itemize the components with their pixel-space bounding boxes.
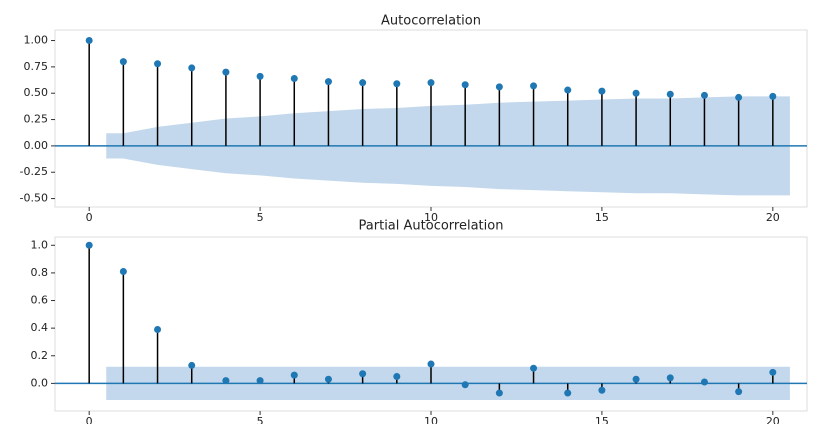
- chart-title: Partial Autocorrelation: [359, 219, 504, 234]
- stem-marker: [632, 89, 640, 97]
- stem-marker: [290, 74, 298, 82]
- stem-marker: [598, 386, 606, 394]
- y-tick-label: 0.00: [24, 139, 49, 152]
- stem-marker: [222, 377, 230, 385]
- stem-marker: [598, 87, 606, 95]
- y-tick-label: 1.00: [24, 34, 49, 47]
- stem-marker: [769, 368, 777, 376]
- stem-marker: [393, 372, 401, 380]
- stem-marker: [530, 364, 538, 372]
- y-tick-label: -0.25: [20, 165, 48, 178]
- stem-marker: [256, 72, 264, 80]
- stem-marker: [632, 375, 640, 383]
- x-tick-label: 20: [766, 415, 780, 424]
- stem-marker: [427, 79, 435, 87]
- stem-marker: [564, 389, 572, 397]
- y-tick-label: 0.8: [31, 266, 49, 279]
- stem-marker: [735, 388, 743, 396]
- stem-marker: [666, 374, 674, 382]
- x-tick-label: 10: [424, 415, 438, 424]
- x-tick-label: 5: [257, 211, 264, 224]
- stem-marker: [461, 81, 469, 89]
- stem-marker: [119, 268, 127, 276]
- x-tick-label: 5: [257, 415, 264, 424]
- stem-marker: [188, 64, 196, 72]
- y-tick-label: 0.4: [31, 321, 49, 334]
- stem-marker: [769, 92, 777, 100]
- stem-marker: [85, 241, 93, 249]
- stem-marker: [154, 60, 162, 68]
- y-tick-label: 0.25: [24, 113, 49, 126]
- y-tick-label: -0.50: [20, 192, 48, 205]
- y-tick-label: 1.0: [31, 238, 49, 251]
- stem-marker: [119, 58, 127, 66]
- x-tick-label: 10: [424, 211, 438, 224]
- stem-marker: [735, 93, 743, 101]
- stem-marker: [700, 91, 708, 99]
- stem-marker: [290, 371, 298, 379]
- stem-marker: [359, 370, 367, 378]
- stem-marker: [461, 381, 469, 389]
- stem-marker: [85, 37, 93, 45]
- stem-marker: [666, 90, 674, 98]
- y-tick-label: 0.50: [24, 86, 49, 99]
- x-tick-label: 20: [766, 211, 780, 224]
- stem-marker: [700, 378, 708, 386]
- y-tick-label: 0.0: [31, 376, 49, 389]
- stem-marker: [530, 82, 538, 90]
- stem-marker: [324, 78, 332, 86]
- y-tick-label: 0.6: [31, 294, 49, 307]
- stem-marker: [154, 326, 162, 334]
- x-tick-label: 15: [595, 415, 609, 424]
- stem-marker: [222, 68, 230, 76]
- x-tick-label: 15: [595, 211, 609, 224]
- x-tick-label: 0: [86, 211, 93, 224]
- stem-marker: [188, 361, 196, 369]
- y-tick-label: 0.75: [24, 60, 49, 73]
- stem-marker: [495, 83, 503, 91]
- x-tick-label: 0: [86, 415, 93, 424]
- stem-marker: [256, 377, 264, 385]
- stem-marker: [324, 375, 332, 383]
- stem-marker: [359, 79, 367, 87]
- chart-title: Autocorrelation: [381, 14, 481, 29]
- stem-marker: [564, 86, 572, 94]
- stem-marker: [393, 80, 401, 88]
- stem-marker: [495, 389, 503, 397]
- y-tick-label: 0.2: [31, 349, 49, 362]
- stem-marker: [427, 360, 435, 368]
